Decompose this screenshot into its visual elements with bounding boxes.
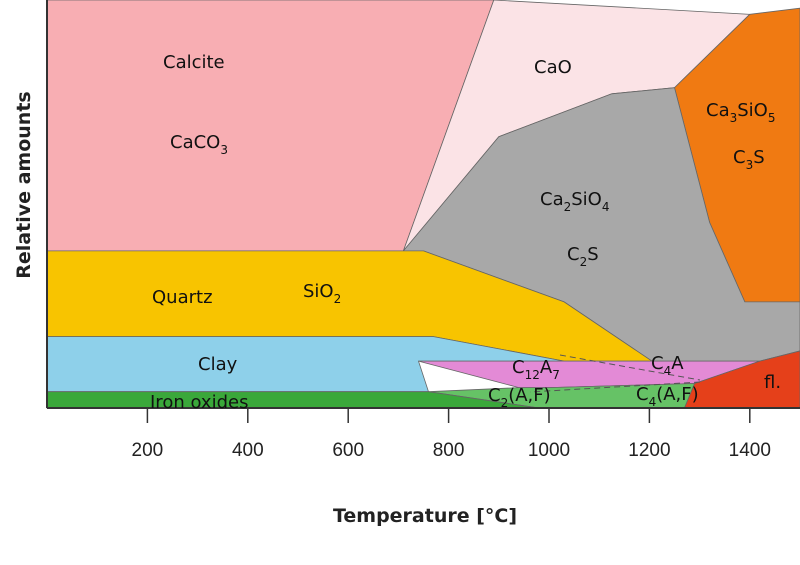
axes xyxy=(46,0,800,409)
label-quartz: Quartz xyxy=(152,287,213,308)
dashed-boundaries xyxy=(529,354,701,393)
chart-regions xyxy=(46,0,800,409)
dashed-line-lower xyxy=(529,381,701,393)
x-tick-label: 600 xyxy=(332,440,364,461)
label-iron-oxides: Iron oxides xyxy=(150,392,248,413)
x-tick-label: 200 xyxy=(132,440,164,461)
label-ca2sio4: Ca2SiO4 xyxy=(540,189,610,214)
label-c3s: C3S xyxy=(733,147,765,172)
x-ticks: 200 400 600 800 1000 1200 1400 xyxy=(132,408,771,461)
x-tick-label: 1400 xyxy=(729,440,771,461)
x-axis-title: Temperature [°C] xyxy=(333,505,517,527)
label-caco3: CaCO3 xyxy=(170,132,228,157)
x-tick-label: 800 xyxy=(433,440,465,461)
label-clay: Clay xyxy=(198,354,238,375)
label-cao: CaO xyxy=(534,57,572,78)
dashed-line-upper xyxy=(559,354,701,381)
y-axis-title: Relative amounts xyxy=(13,91,35,278)
label-fl: fl. xyxy=(764,372,781,393)
label-c2s: C2S xyxy=(567,244,599,269)
label-c2af: C2(A,F) xyxy=(488,385,551,410)
x-tick-label: 400 xyxy=(232,440,264,461)
label-c12a7: C12A7 xyxy=(512,357,560,382)
label-calcite: Calcite xyxy=(163,52,225,73)
x-tick-label: 1200 xyxy=(628,440,670,461)
label-c4a: C4A xyxy=(651,353,684,378)
label-c4af: C4(A,F) xyxy=(636,384,699,409)
label-ca3sio5: Ca3SiO5 xyxy=(706,100,776,125)
x-tick-label: 1000 xyxy=(528,440,570,461)
label-sio2: SiO2 xyxy=(303,281,341,306)
